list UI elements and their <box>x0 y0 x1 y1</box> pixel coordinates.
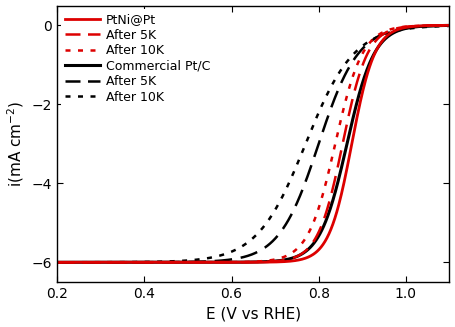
Legend: PtNi@Pt, After 5K, After 10K, Commercial Pt/C, After 5K, After 10K: PtNi@Pt, After 5K, After 10K, Commercial… <box>61 9 214 107</box>
X-axis label: E (V vs RHE): E (V vs RHE) <box>206 306 301 321</box>
Y-axis label: i(mA cm$^{-2}$): i(mA cm$^{-2}$) <box>5 100 26 187</box>
